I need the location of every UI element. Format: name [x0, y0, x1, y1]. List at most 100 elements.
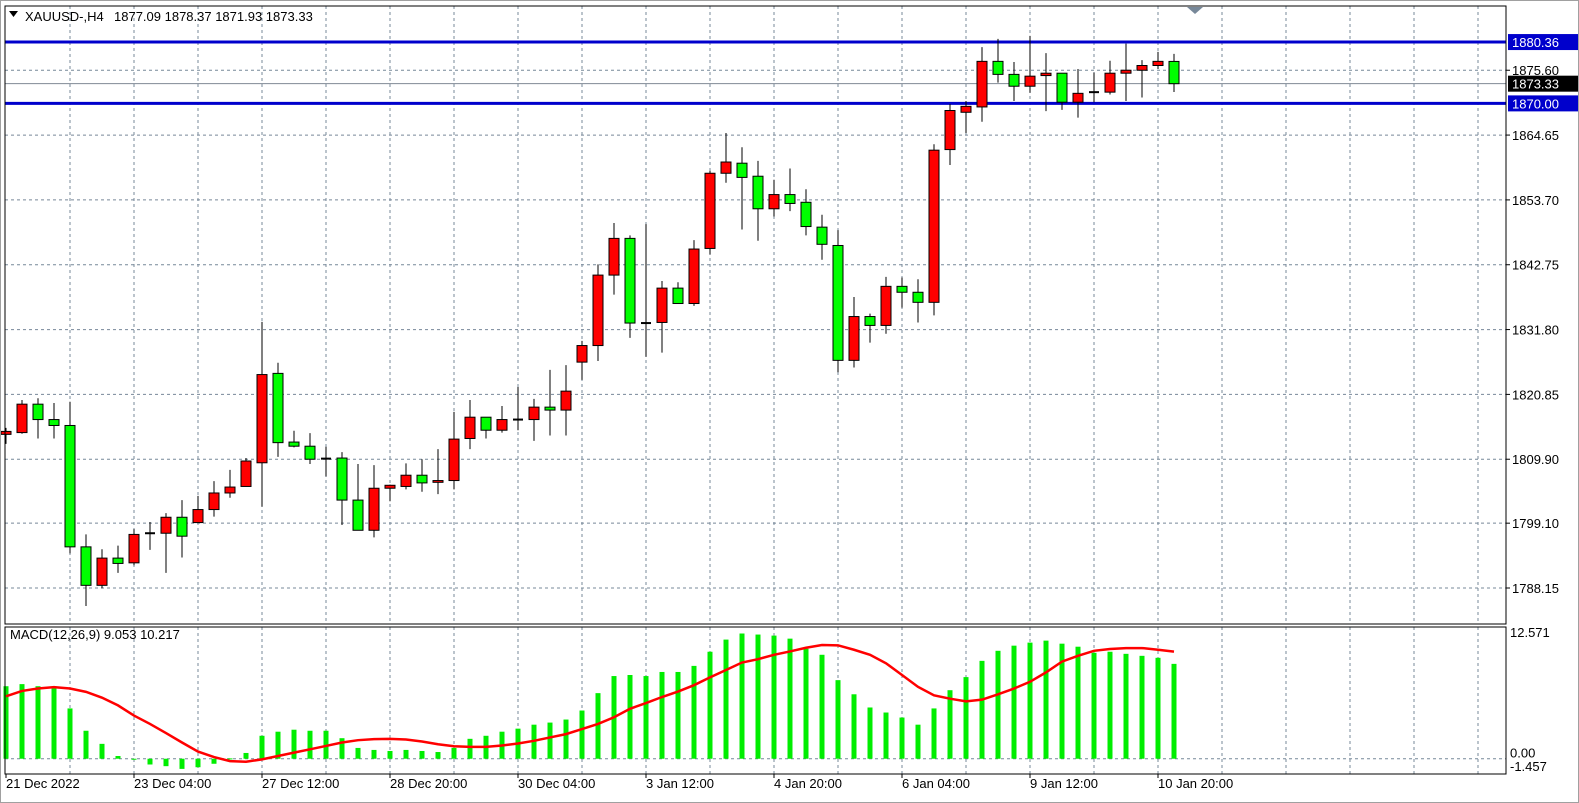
candle-body — [368, 487, 380, 531]
candle — [1056, 72, 1068, 110]
candle-body — [304, 445, 316, 460]
candle-body — [560, 390, 572, 411]
candle-body — [1008, 73, 1020, 87]
time-tick-label: 23 Dec 04:00 — [134, 776, 211, 791]
macd-histogram-bar — [243, 752, 249, 759]
candle — [96, 549, 108, 589]
candle-body — [992, 60, 1004, 75]
candle-body — [496, 419, 508, 431]
macd-histogram-bar — [1043, 640, 1049, 759]
price-tick-label: 1831.80 — [1512, 323, 1559, 338]
candle-body — [288, 441, 300, 447]
macd-tick-label: 12.571 — [1510, 625, 1550, 640]
candle-body — [592, 274, 604, 347]
macd-histogram-bar — [787, 638, 793, 759]
candle-body — [928, 149, 940, 303]
candle-body — [224, 486, 236, 494]
candle-body — [736, 162, 748, 178]
candle-body — [400, 474, 412, 487]
macd-histogram-bar — [355, 747, 361, 759]
candle-body — [912, 291, 924, 303]
candle-body — [256, 374, 268, 464]
candle-body — [64, 424, 76, 548]
candle — [64, 401, 76, 554]
candle — [352, 463, 364, 531]
macd-histogram-bar — [291, 729, 297, 759]
candle — [832, 230, 844, 373]
candle — [864, 313, 876, 343]
price-tick-label: 1853.70 — [1512, 193, 1559, 208]
candle — [480, 416, 492, 439]
candle-body — [240, 460, 252, 487]
candle — [560, 365, 572, 436]
macd-histogram-bar — [3, 686, 9, 759]
macd-histogram-bar — [547, 722, 553, 759]
candle-body — [96, 557, 108, 586]
macd-histogram-bar — [179, 758, 185, 769]
candle-body — [816, 226, 828, 245]
horizontal-lines[interactable] — [5, 40, 1506, 105]
candle-body — [336, 457, 348, 501]
candle — [641, 224, 651, 357]
macd-histogram-bar — [1075, 646, 1081, 759]
macd-tick-label: 0.00 — [1510, 746, 1535, 761]
candle — [1008, 61, 1020, 102]
macd-histogram-bar — [867, 707, 873, 759]
macd-histogram-bar — [1155, 657, 1161, 759]
triangle-down-icon[interactable] — [9, 11, 18, 17]
candle-body — [832, 244, 844, 361]
candle-body — [656, 287, 668, 323]
bid-price-label: 1873.33 — [1512, 77, 1559, 92]
macd-histogram-bar — [419, 750, 425, 759]
candle — [256, 321, 268, 507]
macd-histogram-bar — [403, 749, 409, 759]
candle — [48, 402, 60, 439]
macd-histogram-bar — [883, 712, 889, 759]
macd-histogram-bar — [19, 684, 25, 759]
time-tick-label: 3 Jan 12:00 — [646, 776, 714, 791]
macd-histogram-bar — [435, 752, 441, 759]
candle-body — [1072, 92, 1084, 103]
candle — [1168, 53, 1180, 92]
axes: 1875.60 1864.65 1853.70 1842.75 1831.80 1820.… — [5, 34, 1578, 791]
macd-histogram-bar — [1059, 643, 1065, 759]
candle — [1089, 72, 1099, 103]
candle-body — [1024, 75, 1036, 87]
candle — [288, 430, 300, 448]
macd-panel — [3, 633, 1506, 769]
main-panel-border — [4, 5, 1507, 625]
price-tick-label: 1864.65 — [1512, 128, 1559, 143]
candle — [16, 400, 28, 434]
macd-histogram-bar — [899, 717, 905, 759]
candle — [1104, 60, 1116, 95]
candle — [1136, 60, 1148, 98]
candle — [720, 132, 732, 183]
time-tick-label: 4 Jan 20:00 — [774, 776, 842, 791]
grid — [5, 6, 1506, 774]
candle — [1120, 43, 1132, 102]
chart-shift-triangle-icon[interactable] — [1187, 7, 1203, 14]
macd-histogram-bar — [1011, 645, 1017, 759]
candle-body — [528, 406, 540, 421]
candle — [208, 481, 220, 517]
candle-body — [272, 372, 284, 444]
candle — [160, 513, 172, 573]
candle — [448, 411, 460, 490]
candle — [752, 160, 764, 241]
candle — [704, 170, 716, 255]
macd-histogram-bar — [211, 758, 217, 764]
candle — [992, 38, 1004, 83]
ohlc-readout: 1877.09 1878.37 1871.93 1873.33 — [114, 9, 313, 24]
candle — [816, 214, 828, 260]
horizontal-line-price-label: 1880.36 — [1512, 35, 1559, 50]
macd-histogram-bar — [115, 756, 121, 759]
chart-frame — [4, 5, 1507, 775]
macd-histogram-bar — [707, 651, 713, 759]
candle-body — [976, 60, 988, 108]
candle-body — [544, 406, 556, 411]
price-tick-label: 1842.75 — [1512, 258, 1559, 273]
candle — [368, 465, 380, 538]
candle — [656, 281, 668, 353]
